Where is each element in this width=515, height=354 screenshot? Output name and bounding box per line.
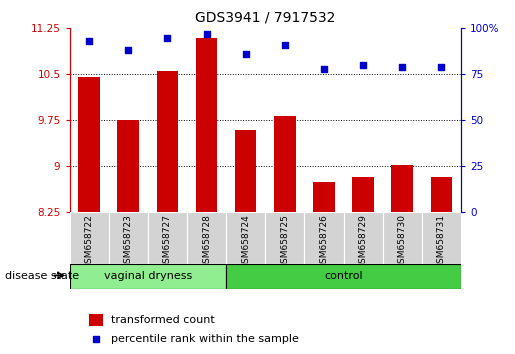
Bar — [235, 130, 256, 212]
Bar — [78, 78, 100, 212]
Text: disease state: disease state — [5, 271, 79, 281]
Bar — [70, 212, 109, 264]
Bar — [70, 264, 226, 289]
Bar — [352, 177, 374, 212]
Bar — [265, 212, 304, 264]
Text: control: control — [324, 271, 363, 281]
Bar — [148, 212, 187, 264]
Title: GDS3941 / 7917532: GDS3941 / 7917532 — [195, 10, 335, 24]
Bar — [313, 182, 335, 212]
Bar — [226, 264, 461, 289]
Bar — [117, 120, 139, 212]
Point — [320, 66, 328, 72]
Text: GSM658730: GSM658730 — [398, 214, 407, 269]
Bar — [422, 212, 461, 264]
Bar — [304, 212, 344, 264]
Point — [163, 35, 171, 40]
Text: percentile rank within the sample: percentile rank within the sample — [111, 334, 299, 344]
Text: GSM658724: GSM658724 — [241, 214, 250, 269]
Bar — [157, 71, 178, 212]
Text: transformed count: transformed count — [111, 315, 214, 325]
Bar — [274, 116, 296, 212]
Point — [281, 42, 289, 48]
Bar — [431, 177, 452, 212]
Text: GSM658722: GSM658722 — [84, 214, 94, 269]
Text: GSM658729: GSM658729 — [358, 214, 368, 269]
Point — [124, 47, 132, 53]
Text: GSM658723: GSM658723 — [124, 214, 133, 269]
Point — [437, 64, 445, 70]
Text: GSM658727: GSM658727 — [163, 214, 172, 269]
Bar — [383, 212, 422, 264]
Text: GSM658725: GSM658725 — [280, 214, 289, 269]
Bar — [109, 212, 148, 264]
Bar — [196, 38, 217, 212]
Point — [242, 51, 250, 57]
Point — [85, 38, 93, 44]
Point — [202, 31, 211, 37]
Bar — [226, 212, 265, 264]
Text: GSM658726: GSM658726 — [319, 214, 329, 269]
Bar — [89, 314, 103, 326]
Bar — [344, 212, 383, 264]
Text: GSM658731: GSM658731 — [437, 214, 446, 269]
Point — [359, 62, 367, 68]
Point — [92, 336, 100, 342]
Bar — [391, 165, 413, 212]
Text: vaginal dryness: vaginal dryness — [104, 271, 192, 281]
Text: GSM658728: GSM658728 — [202, 214, 211, 269]
Point — [398, 64, 406, 70]
Bar — [187, 212, 226, 264]
